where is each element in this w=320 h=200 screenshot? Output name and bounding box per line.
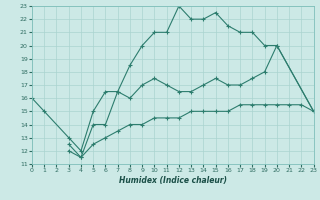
X-axis label: Humidex (Indice chaleur): Humidex (Indice chaleur)	[119, 176, 227, 185]
